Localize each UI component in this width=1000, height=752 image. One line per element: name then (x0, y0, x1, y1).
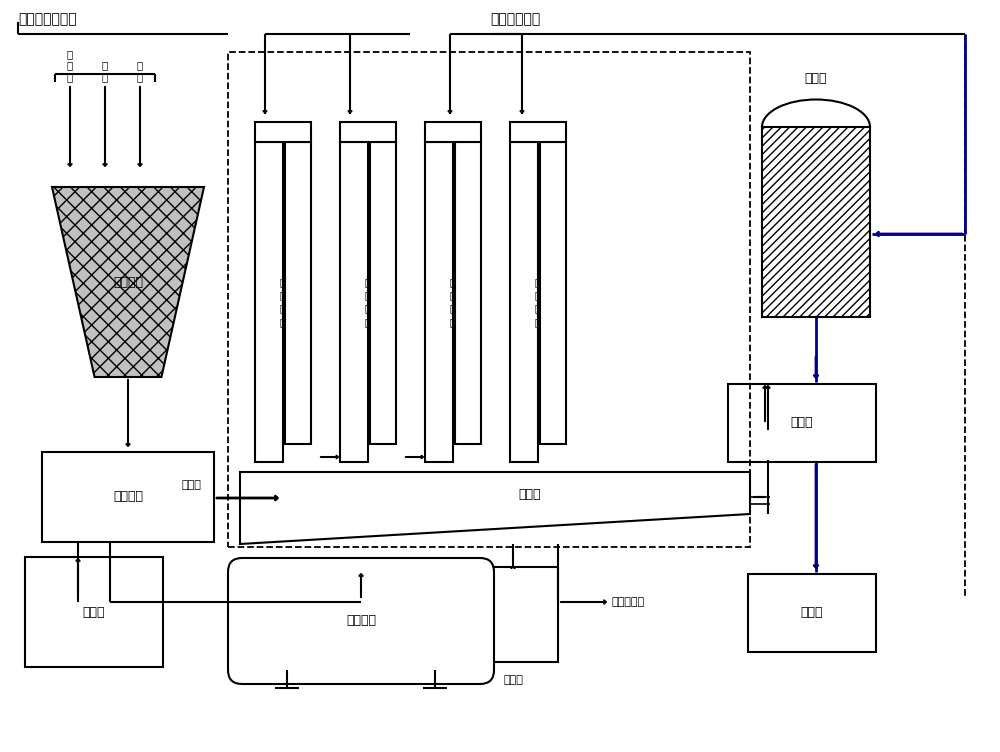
Bar (762, 127, 870, 317)
Bar (370, 142, 396, 444)
Bar (728, 384, 876, 462)
Text: 送尾气利用: 送尾气利用 (612, 597, 645, 607)
Text: 斜板槽: 斜板槽 (791, 417, 813, 429)
Bar (540, 142, 566, 444)
Text: 粗炉气: 粗炉气 (182, 480, 202, 490)
Bar (42, 452, 214, 542)
Bar (425, 142, 453, 462)
Bar (255, 142, 283, 462)
Text: 来自热污喷淋泵: 来自热污喷淋泵 (18, 12, 77, 26)
Text: 电还原炉: 电还原炉 (113, 490, 143, 504)
Text: 二
级
冷
凝: 二 级 冷 凝 (365, 277, 371, 327)
FancyBboxPatch shape (228, 558, 494, 684)
Bar (285, 142, 311, 444)
Bar (455, 142, 481, 444)
Bar (340, 122, 396, 142)
Text: 三
级
冷
凝: 三 级 冷 凝 (450, 277, 456, 327)
Text: 来自冷喷淋泵: 来自冷喷淋泵 (490, 12, 540, 26)
Text: 硅
石: 硅 石 (102, 60, 108, 82)
Text: 受磷槽: 受磷槽 (519, 489, 541, 502)
Bar (468, 567, 558, 662)
Bar (748, 574, 876, 652)
Bar (25, 557, 163, 667)
Bar (228, 52, 750, 547)
Bar (510, 122, 566, 142)
Text: 焦
丁: 焦 丁 (137, 60, 143, 82)
Text: 黄磷储槽: 黄磷储槽 (346, 614, 376, 627)
Text: 磷
石
灰: 磷 石 灰 (67, 49, 73, 82)
Polygon shape (240, 472, 750, 544)
Polygon shape (52, 187, 204, 377)
Bar (425, 122, 481, 142)
Text: 混合料仓: 混合料仓 (113, 275, 143, 289)
Bar (510, 142, 538, 462)
Text: 总水封: 总水封 (503, 675, 523, 685)
Bar (340, 142, 368, 462)
Text: 一
级
冷
凝: 一 级 冷 凝 (280, 277, 286, 327)
Text: 冷却塔: 冷却塔 (805, 72, 827, 85)
Bar (255, 122, 311, 142)
Text: 四
级
冷
凝: 四 级 冷 凝 (535, 277, 541, 327)
Text: 精制槽: 精制槽 (83, 605, 105, 618)
Text: 泥磷池: 泥磷池 (801, 607, 823, 620)
